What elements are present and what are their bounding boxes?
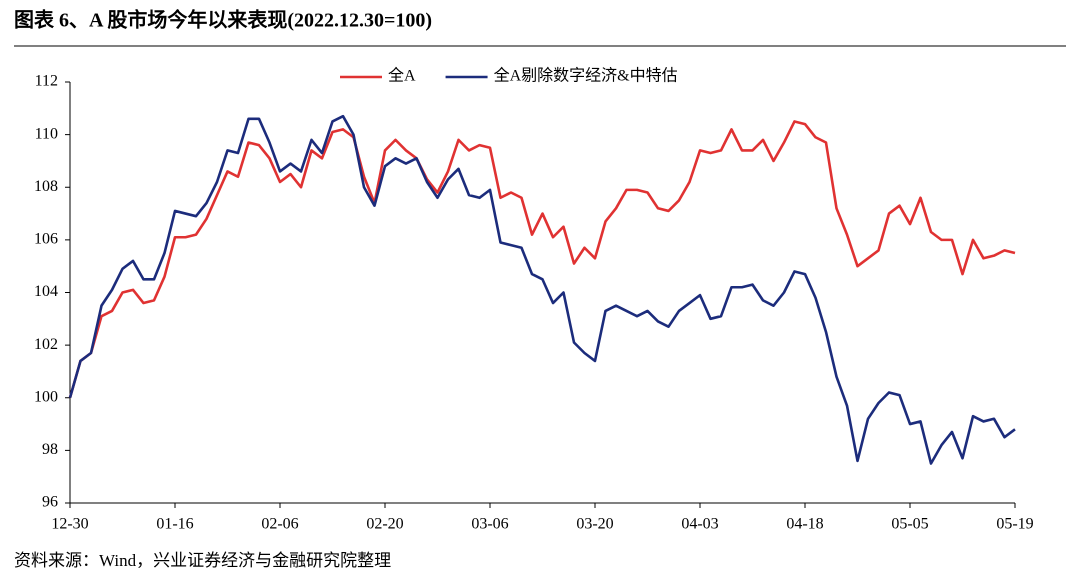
chart-title: 图表 6、A 股市场今年以来表现(2022.12.30=100) [14, 8, 432, 32]
y-tick-label: 112 [35, 73, 58, 90]
x-tick-label: 03-20 [576, 516, 613, 533]
x-tick-label: 04-03 [681, 516, 718, 533]
x-tick-label: 05-05 [891, 516, 928, 533]
y-tick-label: 98 [42, 441, 58, 458]
series-line [68, 114, 1016, 465]
x-tick-label: 01-16 [156, 516, 193, 533]
y-tick-label: 106 [34, 231, 58, 248]
y-tick-label: 100 [34, 388, 58, 405]
legend-label: 全A [388, 67, 416, 85]
y-tick-label: 110 [35, 125, 58, 142]
x-tick-label: 02-06 [261, 516, 298, 533]
legend-label: 全A剔除数字经济&中特估 [494, 67, 678, 85]
x-tick-label: 05-19 [996, 516, 1033, 533]
x-tick-label: 12-30 [51, 516, 88, 533]
y-tick-label: 108 [34, 178, 58, 195]
source-note: 资料来源：Wind，兴业证券经济与金融研究院整理 [14, 551, 391, 570]
y-tick-label: 104 [34, 283, 58, 300]
series-line [68, 120, 1016, 399]
x-tick-label: 04-18 [786, 516, 823, 533]
y-tick-label: 102 [34, 336, 58, 353]
x-tick-label: 02-20 [366, 516, 403, 533]
y-tick-label: 96 [42, 494, 58, 511]
x-tick-label: 03-06 [471, 516, 508, 533]
